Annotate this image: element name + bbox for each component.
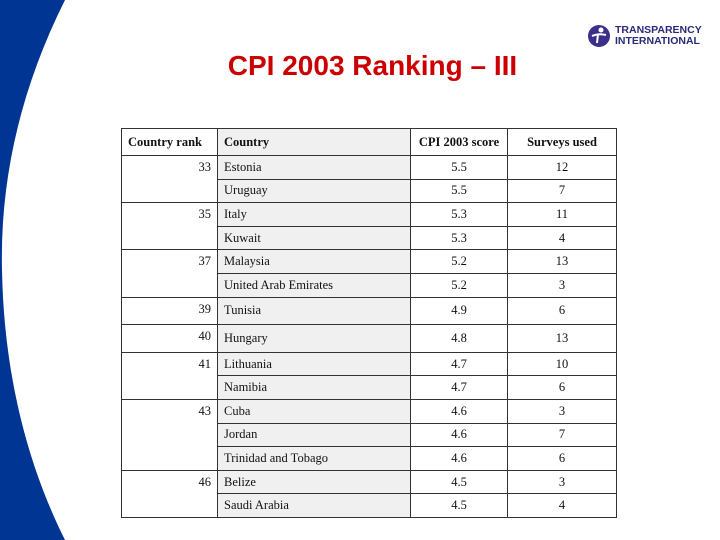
decorative-swoosh [0,0,65,540]
surveys-cell: 6 [507,446,617,471]
header-country-rank: Country rank [121,128,218,156]
score-cell: 4.5 [410,469,508,495]
table-row: 35 Italy 5.3 11 [121,202,617,251]
table-row: Uruguay 5.5 7 [122,178,617,204]
rank-cell: 40 [121,324,218,353]
score-cell: 4.6 [410,398,508,424]
surveys-cell: 4 [507,493,617,518]
surveys-cell: 10 [507,351,617,377]
surveys-cell: 11 [507,202,617,227]
country-cell: Hungary [217,324,411,353]
logo-line-1: TRANSPARENCY [615,24,702,36]
surveys-cell: 3 [507,398,617,424]
score-cell: 4.8 [410,324,508,353]
table-header-row: Country rank Country CPI 2003 score Surv… [121,128,617,156]
country-cell: Belize [217,469,411,495]
header-surveys-used: Surveys used [507,128,617,156]
transparency-international-logo: TRANSPARENCY INTERNATIONAL [587,24,702,48]
header-country: Country [217,128,411,156]
table-row: 37 Malaysia 5.2 13 [121,249,617,298]
country-cell: Tunisia [217,296,411,326]
score-cell: 4.6 [410,446,508,471]
rank-cell: 41 [121,351,218,400]
country-cell: Jordan [217,422,411,448]
table-row: 39 Tunisia 4.9 6 [121,296,617,326]
rank-cell: 43 [121,398,218,471]
cpi-ranking-table: Country rank Country CPI 2003 score Surv… [121,128,617,518]
table-row: Saudi Arabia 4.5 4 [122,493,617,518]
rank-cell: 35 [121,202,218,251]
surveys-cell: 3 [507,272,617,298]
surveys-cell: 13 [507,324,617,353]
country-cell: Uruguay [217,178,411,204]
score-cell: 5.2 [410,249,508,274]
country-cell: Cuba [217,398,411,424]
score-cell: 4.5 [410,493,508,518]
logo-line-2: INTERNATIONAL [615,35,700,47]
table-row: 33 Estonia 5.5 12 [121,154,617,204]
table-row: United Arab Emirates 5.2 3 [122,272,617,298]
table-row: 40 Hungary 4.8 13 [121,324,617,353]
globe-figure-icon [588,25,610,47]
surveys-cell: 4 [507,225,617,251]
country-cell: Namibia [217,375,411,400]
table-row: Trinidad and Tobago 4.6 6 [122,446,617,471]
score-cell: 5.3 [410,225,508,251]
country-cell: Trinidad and Tobago [217,446,411,471]
country-cell: Italy [217,202,411,227]
score-cell: 4.7 [410,351,508,377]
rank-cell: 33 [121,154,218,204]
country-cell: Saudi Arabia [217,493,411,518]
header-cpi-score: CPI 2003 score [410,128,508,156]
surveys-cell: 6 [507,375,617,400]
table-row: Namibia 4.7 6 [122,375,617,400]
country-cell: Malaysia [217,249,411,274]
surveys-cell: 3 [507,469,617,495]
rank-cell: 37 [121,249,218,298]
table-row: 46 Belize 4.5 3 [121,469,617,518]
table-row: 43 Cuba 4.6 3 [121,398,617,471]
surveys-cell: 13 [507,249,617,274]
score-cell: 5.5 [410,178,508,204]
country-cell: Estonia [217,155,411,180]
score-cell: 4.6 [410,422,508,448]
table-row: Kuwait 5.3 4 [122,225,617,251]
score-cell: 4.9 [410,296,508,326]
surveys-cell: 6 [507,296,617,326]
score-cell: 5.3 [410,202,508,227]
rank-cell: 46 [121,469,218,518]
surveys-cell: 7 [507,422,617,448]
country-cell: Lithuania [217,351,411,377]
surveys-cell: 12 [507,155,617,180]
rank-cell: 39 [121,296,218,326]
table-row: Jordan 4.6 7 [122,422,617,448]
score-cell: 5.2 [410,272,508,298]
slide-title: CPI 2003 Ranking – III [227,50,518,81]
surveys-cell: 7 [507,178,617,204]
score-cell: 4.7 [410,375,508,400]
table-row: 41 Lithuania 4.7 10 [121,351,617,400]
score-cell: 5.5 [410,155,508,180]
country-cell: United Arab Emirates [217,272,411,298]
country-cell: Kuwait [217,225,411,251]
